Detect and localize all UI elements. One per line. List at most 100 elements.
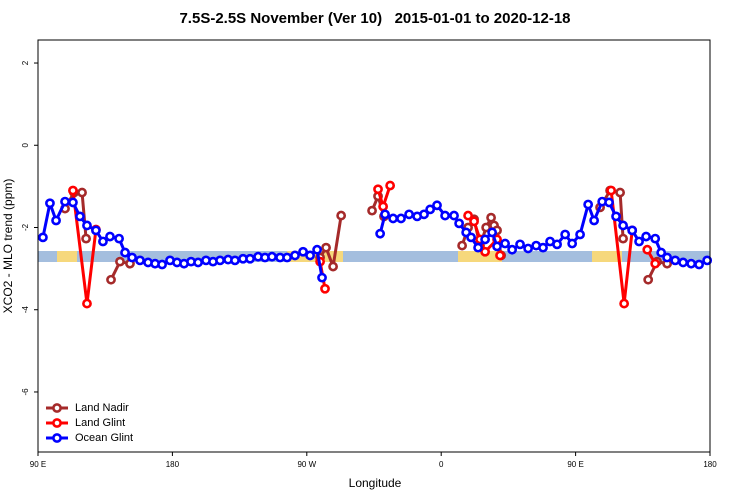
legend-label: Land Nadir bbox=[75, 402, 129, 414]
data-point bbox=[486, 212, 496, 223]
data-point bbox=[627, 225, 638, 236]
data-point bbox=[385, 180, 396, 191]
data-point bbox=[127, 252, 137, 263]
data-point bbox=[298, 246, 308, 257]
data-point bbox=[618, 220, 628, 231]
legend: Land Nadir Land Glint Ocean Glint bbox=[46, 402, 133, 444]
data-point bbox=[618, 233, 628, 244]
data-point bbox=[641, 231, 651, 242]
data-point bbox=[373, 184, 383, 195]
x-tick-label: 90 E bbox=[30, 460, 46, 469]
data-point bbox=[523, 243, 534, 254]
data-point bbox=[575, 229, 585, 240]
y-tick-label: 2 bbox=[21, 60, 30, 65]
legend-swatch-point bbox=[52, 418, 62, 428]
data-point bbox=[91, 225, 101, 236]
x-tick-label: 0 bbox=[439, 460, 444, 469]
data-point bbox=[560, 229, 571, 240]
data-point bbox=[336, 210, 347, 221]
data-point bbox=[51, 215, 61, 226]
x-tick-label: 180 bbox=[166, 460, 180, 469]
data-point bbox=[492, 241, 502, 252]
x-tick-label: 180 bbox=[703, 460, 717, 469]
data-point bbox=[396, 213, 406, 224]
legend-label: Ocean Glint bbox=[75, 432, 133, 444]
data-point bbox=[60, 196, 70, 207]
data-point bbox=[82, 298, 92, 309]
data-point bbox=[694, 259, 704, 270]
data-point bbox=[642, 244, 653, 255]
data-point bbox=[45, 198, 55, 209]
data-point bbox=[538, 242, 548, 253]
data-point bbox=[469, 216, 479, 227]
data-point bbox=[38, 232, 48, 243]
data-point bbox=[290, 250, 300, 261]
data-point bbox=[114, 233, 124, 244]
land-strip bbox=[287, 251, 343, 262]
data-point bbox=[466, 232, 476, 243]
land-ocean-strip bbox=[38, 251, 710, 262]
data-point bbox=[135, 255, 145, 266]
y-tick-label: -2 bbox=[21, 223, 30, 231]
data-point bbox=[157, 259, 167, 270]
y-tick-label: -6 bbox=[21, 388, 30, 396]
data-point bbox=[120, 247, 130, 258]
data-point bbox=[480, 234, 491, 245]
data-point bbox=[515, 239, 525, 250]
data-point bbox=[702, 255, 713, 266]
x-axis-label: Longitude bbox=[349, 476, 402, 490]
ocean-strip bbox=[38, 251, 710, 262]
data-point bbox=[678, 257, 689, 268]
data-point bbox=[552, 239, 562, 250]
y-tick-label: -4 bbox=[21, 306, 30, 314]
plot-frame bbox=[37, 39, 711, 453]
plot-marks bbox=[38, 180, 713, 309]
x-tick-label: 90 W bbox=[297, 460, 316, 469]
data-point bbox=[425, 204, 436, 215]
legend-label: Land Glint bbox=[75, 417, 125, 429]
data-point bbox=[480, 246, 491, 257]
data-point bbox=[367, 205, 377, 216]
data-point bbox=[328, 261, 338, 272]
data-point bbox=[589, 215, 600, 226]
data-point bbox=[378, 201, 389, 212]
data-point bbox=[473, 242, 483, 253]
data-point bbox=[457, 240, 468, 251]
data-point bbox=[105, 231, 115, 242]
data-point bbox=[449, 210, 459, 221]
data-point bbox=[619, 298, 630, 309]
data-point bbox=[77, 187, 87, 198]
data-point bbox=[567, 238, 578, 249]
data-point bbox=[312, 244, 323, 255]
data-point bbox=[440, 210, 450, 221]
data-point bbox=[193, 257, 203, 268]
data-point bbox=[656, 247, 667, 258]
data-point bbox=[495, 250, 505, 261]
data-point bbox=[82, 220, 92, 231]
data-point bbox=[317, 272, 327, 283]
data-point bbox=[463, 210, 473, 221]
legend-swatch-point bbox=[52, 403, 62, 413]
data-point bbox=[650, 233, 661, 244]
chart-title: 7.5S-2.5S November (Ver 10) 2015-01-01 t… bbox=[179, 10, 570, 27]
data-point bbox=[500, 238, 511, 249]
data-point bbox=[98, 236, 108, 247]
data-point bbox=[282, 252, 292, 263]
data-point bbox=[380, 209, 390, 220]
data-point bbox=[419, 209, 429, 220]
land-strip bbox=[592, 251, 622, 262]
data-point bbox=[81, 233, 91, 244]
land-strip bbox=[458, 251, 502, 262]
data-point bbox=[454, 218, 465, 229]
data-point bbox=[615, 187, 626, 198]
data-point bbox=[68, 197, 78, 208]
data-point bbox=[606, 185, 617, 196]
data-point bbox=[487, 227, 498, 238]
data-point bbox=[432, 200, 442, 211]
data-point bbox=[583, 199, 594, 210]
data-point bbox=[686, 258, 697, 269]
data-point bbox=[634, 236, 644, 247]
y-axis-label: XCO2 - MLO trend (ppm) bbox=[1, 179, 15, 314]
